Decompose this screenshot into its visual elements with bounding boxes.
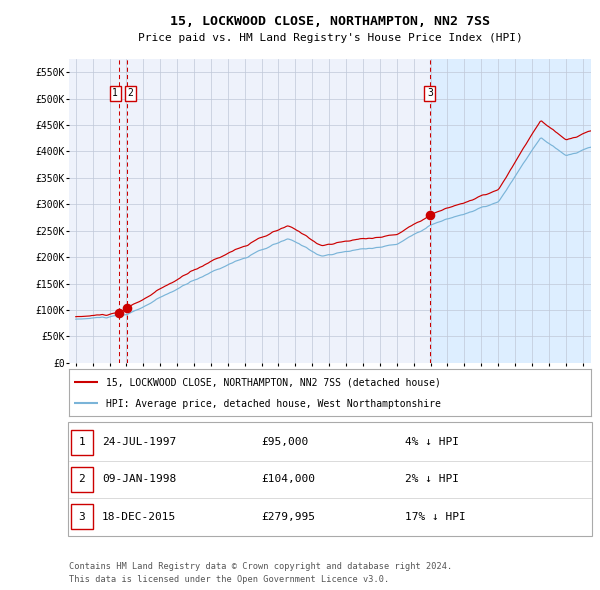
- Price: [178, 273, 185, 280]
- HPI: [453, 212, 460, 219]
- Text: 2% ↓ HPI: 2% ↓ HPI: [405, 474, 459, 484]
- Text: 15, LOCKWOOD CLOSE, NORTHAMPTON, NN2 7SS: 15, LOCKWOOD CLOSE, NORTHAMPTON, NN2 7SS: [170, 15, 490, 28]
- Price: [425, 212, 432, 219]
- Price: [160, 284, 167, 291]
- Text: 15, LOCKWOOD CLOSE, NORTHAMPTON, NN2 7SS (detached house): 15, LOCKWOOD CLOSE, NORTHAMPTON, NN2 7SS…: [106, 378, 440, 388]
- HPI: [178, 283, 185, 290]
- Text: 17% ↓ HPI: 17% ↓ HPI: [405, 512, 466, 522]
- Text: 18-DEC-2015: 18-DEC-2015: [102, 512, 176, 522]
- Point: [114, 308, 124, 317]
- Price: [123, 304, 130, 312]
- Point: [122, 303, 132, 313]
- Text: 2: 2: [79, 474, 85, 484]
- Line: Price: Price: [76, 121, 591, 317]
- Text: 1: 1: [79, 437, 85, 447]
- Text: 1: 1: [112, 88, 118, 99]
- HPI: [123, 311, 130, 318]
- Price: [538, 117, 545, 124]
- Text: Contains HM Land Registry data © Crown copyright and database right 2024.: Contains HM Land Registry data © Crown c…: [69, 562, 452, 571]
- Text: 3: 3: [79, 512, 85, 522]
- HPI: [350, 247, 358, 254]
- Text: This data is licensed under the Open Government Licence v3.0.: This data is licensed under the Open Gov…: [69, 575, 389, 584]
- Price: [72, 313, 79, 320]
- Text: 09-JAN-1998: 09-JAN-1998: [102, 474, 176, 484]
- Line: HPI: HPI: [76, 138, 591, 319]
- Text: £279,995: £279,995: [261, 512, 315, 522]
- HPI: [160, 292, 167, 299]
- HPI: [538, 135, 545, 142]
- Price: [350, 237, 358, 244]
- Price: [453, 201, 460, 208]
- Text: £95,000: £95,000: [261, 437, 308, 447]
- HPI: [72, 316, 79, 323]
- HPI: [425, 222, 432, 230]
- Point: [425, 210, 434, 219]
- HPI: [587, 143, 595, 150]
- Text: Price paid vs. HM Land Registry's House Price Index (HPI): Price paid vs. HM Land Registry's House …: [137, 33, 523, 42]
- Text: £104,000: £104,000: [261, 474, 315, 484]
- Price: [587, 127, 595, 135]
- Text: HPI: Average price, detached house, West Northamptonshire: HPI: Average price, detached house, West…: [106, 399, 440, 409]
- Text: 24-JUL-1997: 24-JUL-1997: [102, 437, 176, 447]
- Text: 2: 2: [128, 88, 134, 99]
- Bar: [430, 59, 600, 363]
- Text: 3: 3: [427, 88, 433, 99]
- Text: 4% ↓ HPI: 4% ↓ HPI: [405, 437, 459, 447]
